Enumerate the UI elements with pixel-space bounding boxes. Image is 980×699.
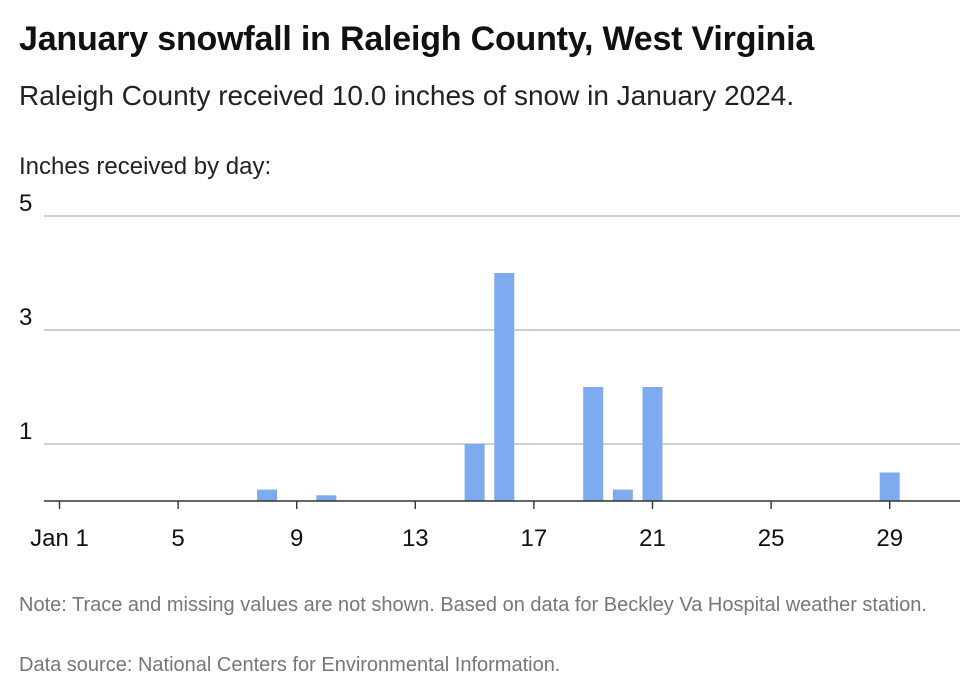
y-tick-label-5: 5 (19, 190, 32, 217)
x-ticks: Jan 1 5 9 13 17 21 25 29 (30, 501, 903, 552)
bars (257, 273, 900, 501)
chart-title: January snowfall in Raleigh County, West… (19, 20, 815, 58)
y-tick-labels: 1 3 5 (19, 190, 32, 445)
bar-day-19 (583, 387, 604, 501)
bar-day-10 (316, 495, 337, 501)
y-axis-caption: Inches received by day: (19, 153, 272, 180)
bar-day-29 (879, 472, 900, 501)
snowfall-bar-chart: 135 Jan 1 5 9 13 17 21 25 29 (19, 190, 960, 552)
bar-day-16 (494, 273, 515, 501)
x-tick-label-13: 13 (402, 525, 429, 552)
chart-note: Note: Trace and missing values are not s… (19, 594, 927, 616)
x-tick-label-9: 9 (290, 525, 303, 552)
x-tick-label-1: Jan 1 (30, 525, 89, 552)
x-tick-label-21: 21 (639, 525, 666, 552)
y-tick-label-3: 3 (19, 304, 32, 331)
bar-day-20 (612, 489, 633, 501)
x-tick-label-29: 29 (876, 525, 903, 552)
x-tick-label-5: 5 (171, 525, 184, 552)
y-tick-label-1: 1 (19, 418, 32, 445)
bar-day-21 (642, 387, 663, 501)
bar-day-15 (464, 444, 485, 501)
chart-subtitle: Raleigh County received 10.0 inches of s… (19, 80, 795, 111)
data-source: Data source: National Centers for Enviro… (19, 654, 561, 676)
x-tick-label-25: 25 (758, 525, 785, 552)
bar-day-8 (257, 489, 278, 501)
x-tick-label-17: 17 (521, 525, 548, 552)
